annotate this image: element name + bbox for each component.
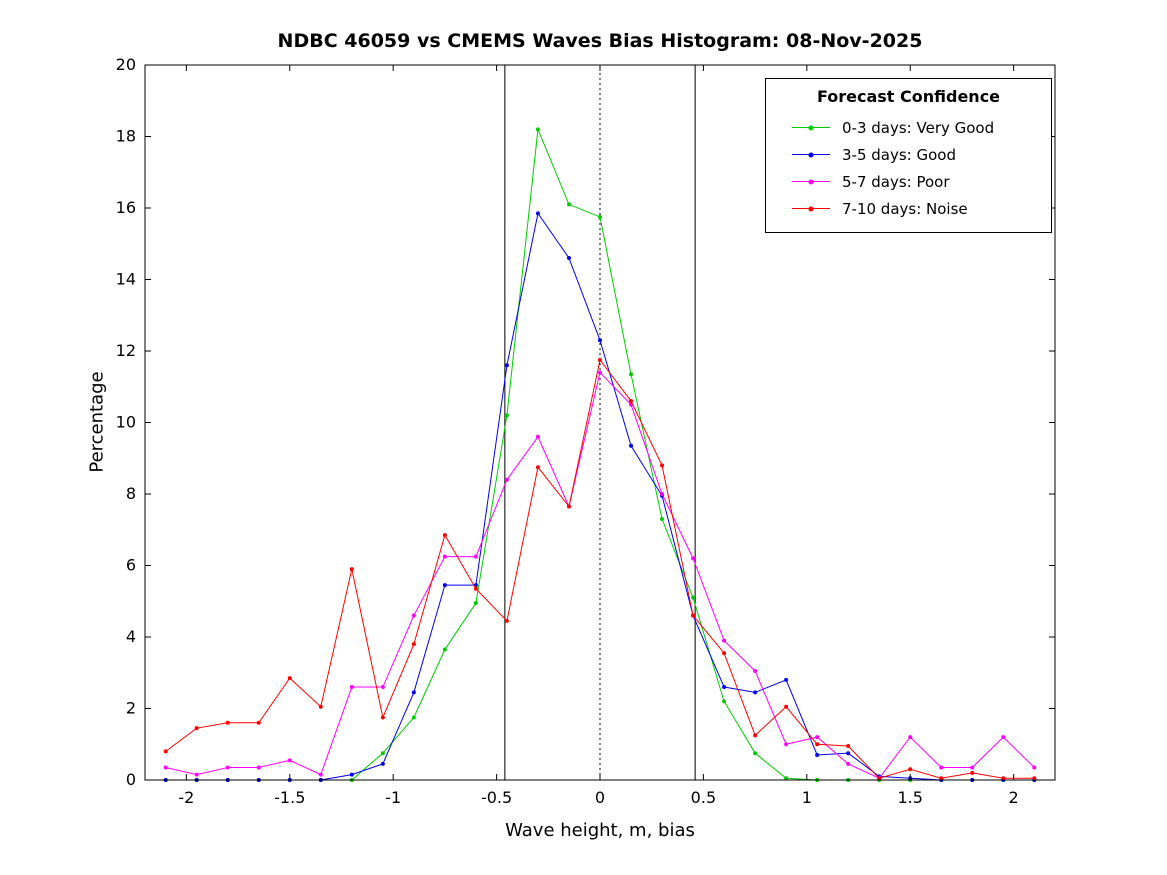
svg-text:4: 4 (126, 627, 136, 646)
svg-text:0: 0 (595, 788, 605, 807)
legend-entry: 7-10 days: Noise (776, 195, 1041, 222)
svg-text:18: 18 (116, 127, 136, 146)
svg-text:8: 8 (126, 484, 136, 503)
legend-label: 7-10 days: Noise (842, 199, 968, 218)
legend-label: 3-5 days: Good (842, 145, 956, 164)
legend-entry: 5-7 days: Poor (776, 168, 1041, 195)
svg-text:-2: -2 (178, 788, 194, 807)
svg-text:-1.5: -1.5 (274, 788, 305, 807)
svg-text:12: 12 (116, 341, 136, 360)
svg-text:1: 1 (802, 788, 812, 807)
legend-entry: 3-5 days: Good (776, 141, 1041, 168)
legend-label: 0-3 days: Very Good (842, 118, 995, 137)
chart-title: NDBC 46059 vs CMEMS Waves Bias Histogram… (277, 30, 923, 52)
legend-line-sample (792, 121, 830, 135)
y-axis-label: Percentage (86, 371, 108, 473)
svg-text:1.5: 1.5 (898, 788, 923, 807)
legend-title: Forecast Confidence (816, 87, 1001, 106)
legend-entry: 0-3 days: Very Good (776, 114, 1041, 141)
svg-text:10: 10 (116, 413, 136, 432)
svg-text:-0.5: -0.5 (481, 788, 512, 807)
legend: Forecast Confidence 0-3 days: Very Good 3… (765, 78, 1052, 233)
svg-text:0.5: 0.5 (691, 788, 716, 807)
svg-text:6: 6 (126, 556, 136, 575)
svg-text:0: 0 (126, 770, 136, 789)
legend-line-sample (792, 202, 830, 216)
svg-text:-1: -1 (385, 788, 401, 807)
legend-line-sample (792, 175, 830, 189)
legend-label: 5-7 days: Poor (842, 172, 950, 191)
legend-line-sample (792, 148, 830, 162)
svg-text:2: 2 (126, 699, 136, 718)
x-axis-label: Wave height, m, bias (505, 820, 695, 841)
svg-text:14: 14 (116, 270, 136, 289)
svg-text:2: 2 (1009, 788, 1019, 807)
svg-text:16: 16 (116, 198, 136, 217)
svg-text:20: 20 (116, 55, 136, 74)
